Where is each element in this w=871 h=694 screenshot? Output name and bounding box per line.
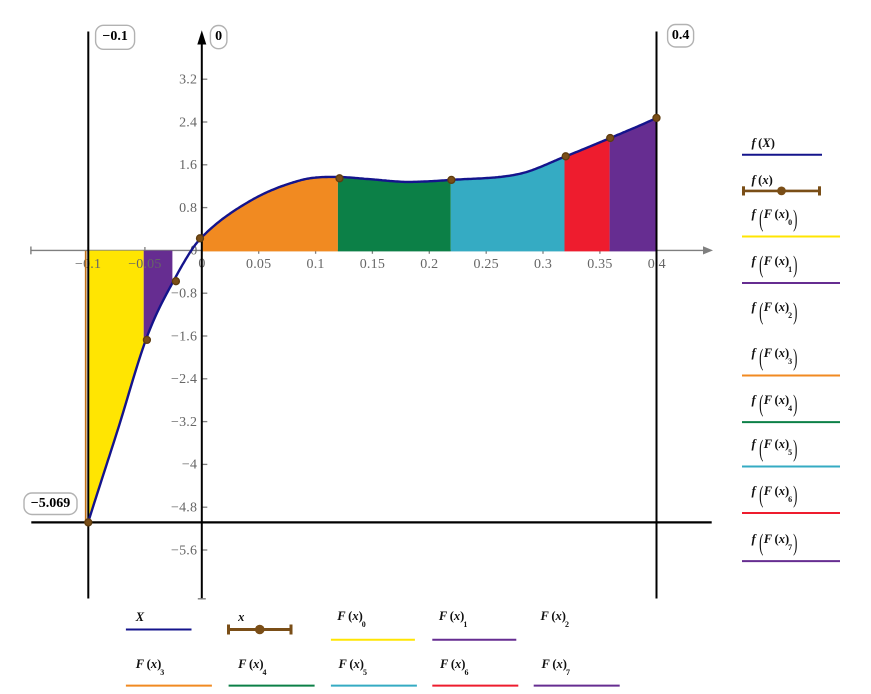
svg-text:−3.2: −3.2 xyxy=(171,415,197,430)
svg-text:−4: −4 xyxy=(182,458,197,473)
svg-text:−0.8: −0.8 xyxy=(171,287,197,302)
svg-text:0: 0 xyxy=(190,244,197,259)
svg-text:−0.05: −0.05 xyxy=(128,257,161,272)
svg-text:−5.6: −5.6 xyxy=(171,543,197,558)
svg-text:0.8: 0.8 xyxy=(179,201,197,216)
svg-text:0.25: 0.25 xyxy=(474,257,499,272)
svg-text:2.4: 2.4 xyxy=(179,115,197,130)
svg-text:−2.4: −2.4 xyxy=(171,372,197,387)
svg-text:−4.8: −4.8 xyxy=(171,501,197,516)
svg-text:0.35: 0.35 xyxy=(587,257,612,272)
svg-text:0.15: 0.15 xyxy=(360,257,385,272)
svg-text:0.3: 0.3 xyxy=(534,257,552,272)
svg-text:1.6: 1.6 xyxy=(179,158,197,173)
svg-text:0.1: 0.1 xyxy=(307,257,325,272)
svg-text:3.2: 3.2 xyxy=(179,73,197,88)
svg-text:0.2: 0.2 xyxy=(420,257,438,272)
svg-text:−1.6: −1.6 xyxy=(171,329,197,344)
svg-text:0.05: 0.05 xyxy=(246,257,271,272)
